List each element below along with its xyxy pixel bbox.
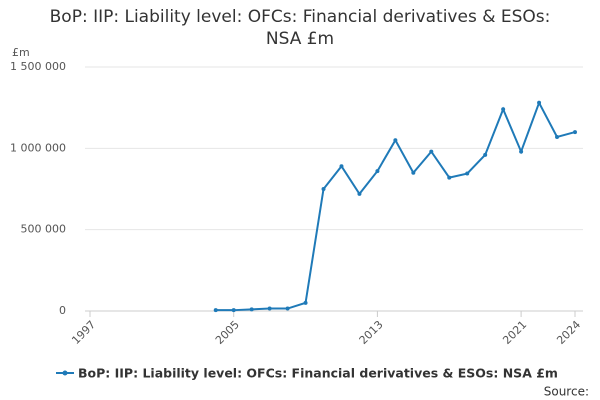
data-point xyxy=(573,130,577,135)
data-point xyxy=(249,307,254,312)
y-tick-label: 1 000 000 xyxy=(10,141,66,154)
data-point xyxy=(321,187,326,191)
data-point xyxy=(465,171,470,176)
legend-label: BoP: IIP: Liability level: OFCs: Financi… xyxy=(78,366,558,381)
x-tick-label: 2021 xyxy=(500,318,529,347)
data-point xyxy=(429,149,434,154)
data-point xyxy=(501,107,506,112)
data-line xyxy=(215,100,576,312)
source-label: Source: xyxy=(544,385,589,399)
data-point xyxy=(285,306,290,311)
data-point xyxy=(483,152,488,157)
x-tick-label: 2013 xyxy=(357,318,386,347)
legend-marker xyxy=(62,370,68,376)
y-tick-label: 500 000 xyxy=(21,223,67,236)
data-point xyxy=(375,169,380,174)
y-tick-label: 1 500 000 xyxy=(10,60,66,73)
data-point xyxy=(357,191,362,196)
data-point xyxy=(411,170,416,175)
data-point xyxy=(213,308,218,313)
data-point xyxy=(267,306,272,311)
y-unit-label: £m xyxy=(12,46,30,59)
data-point xyxy=(231,308,236,313)
data-point xyxy=(339,164,344,169)
data-point xyxy=(303,300,308,305)
x-tick-label: 2005 xyxy=(213,318,242,347)
chart-title: BoP: IIP: Liability level: OFCs: Financi… xyxy=(49,7,551,49)
x-tick-label: 2024 xyxy=(554,318,583,347)
data-point xyxy=(555,134,560,139)
data-point xyxy=(447,175,452,180)
y-tick-label: 0 xyxy=(59,304,66,317)
data-point xyxy=(519,149,524,154)
data-point xyxy=(393,138,398,143)
x-tick-label: 1997 xyxy=(69,318,98,347)
data-point xyxy=(537,100,542,105)
